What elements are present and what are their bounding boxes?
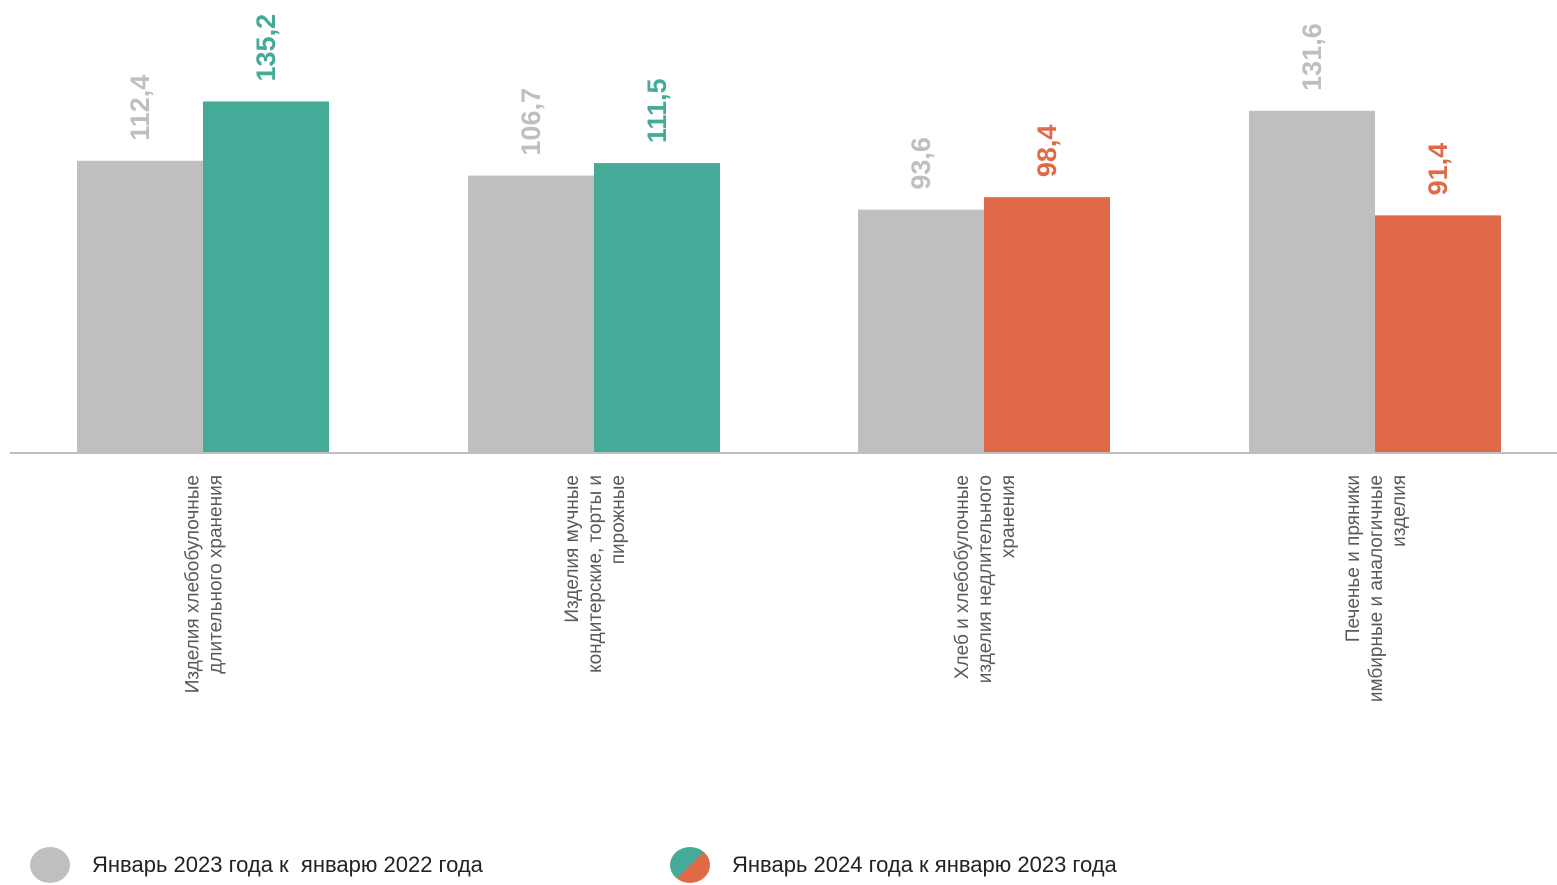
- bar-2023-3: [858, 209, 984, 453]
- category-label-line: пирожные: [608, 475, 629, 564]
- category-label-line: изделия недлительного: [975, 475, 996, 683]
- category-label-line: Хлеб и хлебобулочные: [952, 475, 973, 679]
- legend-item-2023: Январь 2023 года к январю 2022 года: [30, 845, 483, 885]
- category-label-1: Изделия хлебобулочные длительного хранени…: [183, 475, 227, 693]
- legend-swatch-gray-icon: [30, 847, 70, 883]
- category-label-line: длительного хранения: [206, 475, 227, 674]
- data-label-2023-3: 93,6: [906, 137, 936, 190]
- category-label-2: Изделия мучные кондитерские, торты и пирож…: [562, 475, 629, 673]
- category-label-line: хранения: [998, 475, 1019, 558]
- category-label-line: изделия: [1389, 475, 1410, 547]
- bar-2023-4: [1249, 110, 1375, 453]
- data-label-2024-1: 135,2: [251, 14, 281, 82]
- data-label-2023-4: 131,6: [1297, 23, 1327, 91]
- bar-2023-2: [468, 175, 594, 453]
- category-label-line: кондитерские, торты и: [585, 475, 606, 673]
- category-label-4: Печенье и пряники имбирные и аналогичные и…: [1343, 475, 1410, 702]
- category-label-line: Изделия хлебобулочные: [183, 475, 204, 693]
- legend-item-2024: Январь 2024 года к январю 2023 года: [670, 845, 1117, 885]
- category-label-line: Изделия мучные: [562, 475, 583, 623]
- bar-2024-1: [203, 101, 329, 453]
- category-label-line: имбирные и аналогичные: [1366, 475, 1387, 702]
- data-label-2024-3: 98,4: [1032, 125, 1062, 178]
- bar-2024-3: [984, 197, 1110, 453]
- data-label-2023-1: 112,4: [125, 75, 155, 141]
- legend-label-2024: Январь 2024 года к январю 2023 года: [732, 852, 1117, 877]
- data-label-2023-2: 106,7: [516, 88, 546, 156]
- category-label-3: Хлеб и хлебобулочные изделия недлительног…: [952, 475, 1019, 683]
- category-label-line: Печенье и пряники: [1343, 475, 1364, 642]
- legend-swatch-split-icon: [670, 847, 710, 883]
- data-label-2024-4: 91,4: [1423, 143, 1453, 196]
- bar-2024-4: [1375, 215, 1501, 453]
- bar-2024-2: [594, 163, 720, 453]
- bar-2023-1: [77, 160, 203, 453]
- legend-label-2023: Январь 2023 года к январю 2022 года: [92, 852, 483, 877]
- data-label-2024-2: 111,5: [642, 79, 672, 144]
